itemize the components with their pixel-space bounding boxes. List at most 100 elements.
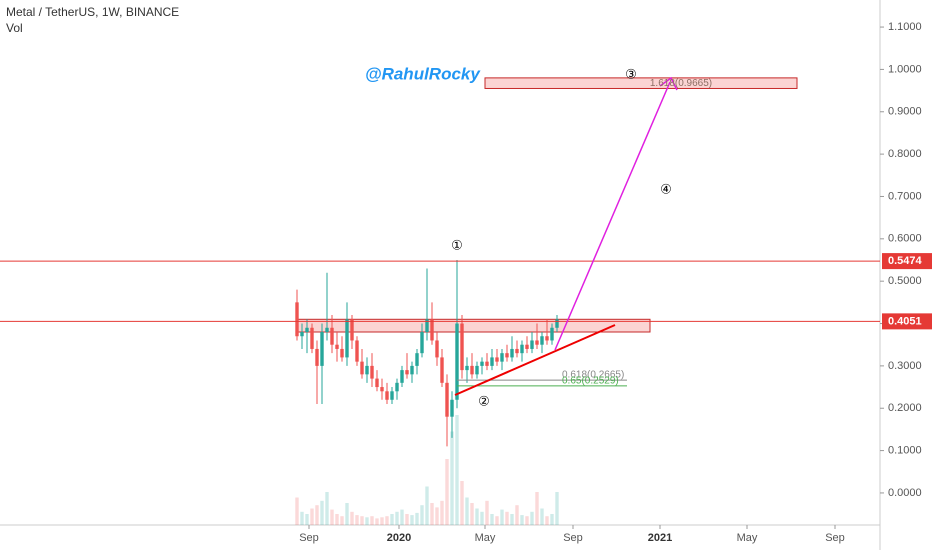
candle-body: [400, 370, 404, 383]
volume-bar: [310, 508, 314, 525]
volume-bar: [540, 508, 544, 525]
volume-bar: [505, 511, 509, 525]
candle-body: [345, 319, 349, 358]
y-tick-label: 0.9000: [888, 106, 922, 118]
candle-body: [330, 327, 334, 345]
x-tick-label: Sep: [299, 532, 319, 544]
volume-bar: [550, 514, 554, 525]
volume-bar: [530, 511, 534, 525]
zone-label: 1.618(0.9665): [650, 78, 712, 89]
candle-body: [450, 399, 454, 417]
candle-body: [520, 344, 524, 354]
volume-bar: [305, 514, 309, 525]
volume-bar: [300, 511, 304, 525]
volume-bar: [470, 503, 474, 525]
candle-body: [370, 365, 374, 379]
volume-bar: [515, 505, 519, 525]
volume-bar: [435, 507, 439, 525]
volume-bar: [390, 514, 394, 525]
candle-body: [305, 327, 309, 333]
candle-body: [295, 302, 299, 337]
volume-bar: [410, 515, 414, 525]
y-tick-label: 0.1000: [888, 444, 922, 456]
volume-bar: [430, 503, 434, 525]
x-tick-label: 2020: [387, 532, 411, 544]
volume-bar: [535, 492, 539, 525]
candle-body: [480, 361, 484, 366]
volume-bar: [520, 515, 524, 525]
marker: ②: [478, 393, 490, 408]
volume-bar: [425, 486, 429, 525]
y-tick-label: 0.2000: [888, 402, 922, 414]
marker: ③: [625, 66, 637, 81]
volume-bar: [420, 505, 424, 525]
candle-body: [355, 340, 359, 362]
candle-body: [380, 387, 384, 392]
candle-body: [505, 353, 509, 358]
indicator-label: Vol: [6, 21, 23, 35]
watermark: @RahulRocky: [365, 64, 481, 83]
candle-body: [460, 323, 464, 371]
candle-body: [375, 378, 379, 388]
candle-body: [490, 357, 494, 366]
volume-bar: [315, 505, 319, 525]
volume-bar: [465, 497, 469, 525]
candle-body: [515, 348, 519, 354]
volume-bar: [525, 516, 529, 525]
fib-label: 0.65(0.2529): [562, 375, 619, 386]
x-tick-label: May: [737, 532, 758, 544]
x-tick-label: Sep: [825, 532, 845, 544]
y-tick-label: 1.0000: [888, 63, 922, 75]
y-tick-label: 0.6000: [888, 233, 922, 245]
volume-bar: [370, 516, 374, 525]
y-tick-label: 0.0000: [888, 487, 922, 499]
candle-body: [310, 327, 314, 349]
candle-body: [440, 357, 444, 383]
volume-bar: [395, 511, 399, 525]
volume-bar: [495, 516, 499, 525]
volume-bar: [500, 509, 504, 525]
volume-bar: [555, 492, 559, 525]
volume-bar: [405, 514, 409, 525]
y-tick-label: 0.7000: [888, 190, 922, 202]
candle-body: [455, 323, 459, 400]
marker: ①: [451, 237, 463, 252]
volume-bar: [445, 459, 449, 525]
y-tick-label: 0.5000: [888, 275, 922, 287]
volume-bar: [345, 503, 349, 525]
candle-body: [405, 370, 409, 375]
chart-title: Metal / TetherUS, 1W, BINANCE: [6, 5, 179, 19]
x-tick-label: Sep: [563, 532, 583, 544]
volume-bar: [440, 500, 444, 525]
candle-body: [525, 344, 529, 349]
candle-body: [420, 332, 424, 354]
candle-body: [425, 319, 429, 333]
candle-body: [500, 353, 504, 362]
candle-body: [430, 319, 434, 341]
volume-bar: [545, 516, 549, 525]
candle-body: [335, 344, 339, 349]
candle-body: [485, 361, 489, 366]
volume-bar: [485, 500, 489, 525]
volume-bar: [400, 509, 404, 525]
volume-bar: [350, 511, 354, 525]
candle-body: [540, 336, 544, 345]
volume-bar: [480, 511, 484, 525]
candle-body: [470, 365, 474, 375]
candle-body: [340, 348, 344, 358]
volume-bar: [340, 516, 344, 525]
candle-body: [395, 382, 399, 392]
candle-body: [410, 365, 414, 375]
x-tick-label: 2021: [648, 532, 672, 544]
candle-body: [495, 357, 499, 362]
candle-body: [325, 327, 329, 333]
x-tick-label: May: [475, 532, 496, 544]
candle-body: [415, 353, 419, 366]
candle-body: [385, 391, 389, 400]
y-tick-label: 0.3000: [888, 360, 922, 372]
candle-body: [390, 391, 394, 400]
candle-body: [465, 365, 469, 371]
volume-bar: [460, 481, 464, 525]
volume-bar: [295, 497, 299, 525]
